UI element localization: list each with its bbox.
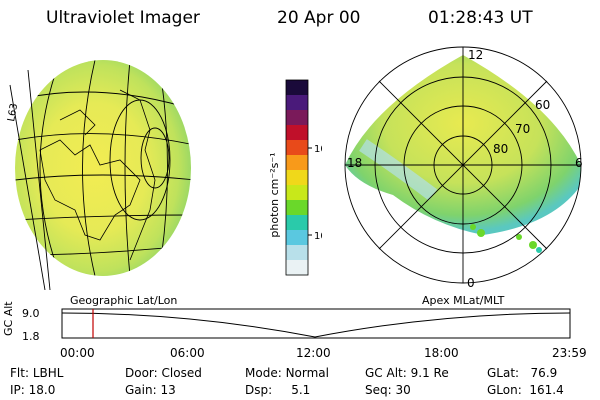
instrument-title: Ultraviolet Imager — [46, 8, 200, 28]
mlt-label-0: 0 — [467, 276, 475, 290]
status-door: Door: Closed — [125, 366, 202, 380]
status-glon: GLon: 161.4 — [487, 383, 564, 397]
colorbar-band — [286, 260, 308, 276]
time-tick-1200: 12:00 — [296, 346, 331, 360]
altitude-curve — [61, 312, 571, 338]
time-tick-2359: 23:59 — [552, 346, 587, 360]
colorbar-gradient — [286, 80, 308, 276]
lat-label-60: 60 — [535, 98, 550, 112]
colorbar-unit-label: photon cm⁻²s⁻¹ — [268, 152, 281, 237]
colorbar-band — [286, 230, 308, 246]
polar-mlat-mlt-panel: 12 18 6 0 60 70 80 — [344, 46, 583, 290]
status-mode: Mode: Normal — [245, 366, 329, 380]
mlt-label-12: 12 — [468, 48, 483, 62]
altitude-timeline[interactable] — [60, 307, 574, 340]
colorbar-tick-100: 100 — [314, 144, 322, 155]
apex-label: Apex MLat/MLT — [422, 294, 505, 307]
colorbar-band — [286, 170, 308, 186]
colorbar-band — [286, 245, 308, 261]
time-tick-0600: 06:00 — [170, 346, 205, 360]
geographic-image-panel: L63 — [6, 60, 191, 290]
gc-alt-tick-max: 9.0 — [22, 307, 40, 320]
gc-alt-axis-title: GC Alt — [2, 301, 15, 336]
time-tick-1800: 18:00 — [424, 346, 459, 360]
auroral-emission-disk — [15, 60, 191, 276]
lat-label-80: 80 — [493, 142, 508, 156]
colorbar-band — [286, 215, 308, 231]
colorbar-band — [286, 110, 308, 126]
status-seq: Seq: 30 — [365, 383, 411, 397]
status-glat: GLat: 76.9 — [487, 366, 558, 380]
colorbar: 100 10 photon cm⁻²s⁻¹ — [268, 79, 322, 276]
status-dsp: Dsp: 5.1 — [245, 383, 311, 397]
observation-time: 01:28:43 UT — [428, 8, 533, 28]
colorbar-tick-10: 10 — [314, 231, 322, 242]
status-gc-alt: GC Alt: 9.1 Re — [365, 366, 449, 380]
globe-grid-label: L63 — [6, 103, 20, 123]
colorbar-band — [286, 200, 308, 216]
gc-alt-tick-min: 1.8 — [22, 330, 40, 343]
colorbar-band — [286, 80, 308, 96]
mlt-label-18: 18 — [347, 156, 362, 170]
lat-label-70: 70 — [515, 122, 530, 136]
status-gain: Gain: 13 — [125, 383, 176, 397]
colorbar-band — [286, 125, 308, 141]
geographic-label: Geographic Lat/Lon — [70, 294, 178, 307]
observation-date: 20 Apr 00 — [277, 8, 361, 28]
colorbar-band — [286, 185, 308, 201]
colorbar-band — [286, 140, 308, 156]
colorbar-band — [286, 95, 308, 111]
status-ip: IP: 18.0 — [10, 383, 56, 397]
status-filter: Flt: LBHL — [10, 366, 64, 380]
mlt-label-6: 6 — [575, 156, 583, 170]
colorbar-band — [286, 155, 308, 171]
time-tick-0000: 00:00 — [60, 346, 95, 360]
